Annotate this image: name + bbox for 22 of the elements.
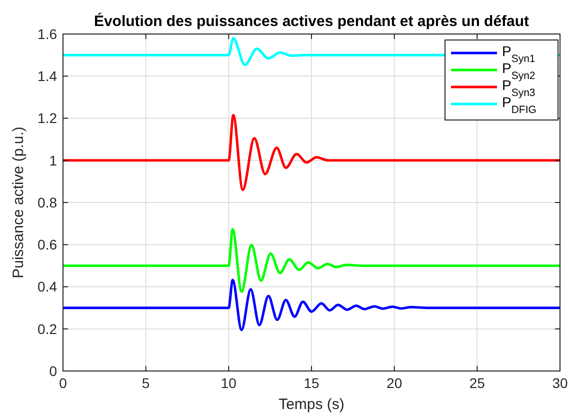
y-tick-label: 1.2 xyxy=(38,110,58,126)
x-tick-label: 5 xyxy=(142,375,150,391)
y-axis-title: Puissance active (p.u.) xyxy=(10,126,27,278)
y-tick-label: 0.6 xyxy=(38,236,58,253)
line-series xyxy=(63,278,560,332)
x-axis-title: Temps (s) xyxy=(278,396,344,413)
line-series xyxy=(63,114,560,192)
x-tick-label: 30 xyxy=(552,375,568,391)
y-tick-label: 1.6 xyxy=(38,26,58,42)
x-tick-label: 20 xyxy=(386,375,402,391)
x-tick-label: 15 xyxy=(304,375,320,391)
y-tick-label: 1 xyxy=(49,152,58,168)
y-tick-label: 0.2 xyxy=(38,320,58,337)
chart-title: Évolution des puissances actives pendant et après un défaut xyxy=(94,12,530,30)
y-tick-label: 0.8 xyxy=(38,194,58,210)
x-tick-label: 0 xyxy=(59,375,68,391)
x-tick-label: 10 xyxy=(220,375,237,391)
y-tick-label: 0 xyxy=(49,362,58,379)
x-tick-label: 25 xyxy=(469,375,486,391)
line-series xyxy=(63,228,560,293)
y-tick-label: 1.4 xyxy=(38,68,58,84)
y-tick-label: 0.4 xyxy=(38,278,58,295)
